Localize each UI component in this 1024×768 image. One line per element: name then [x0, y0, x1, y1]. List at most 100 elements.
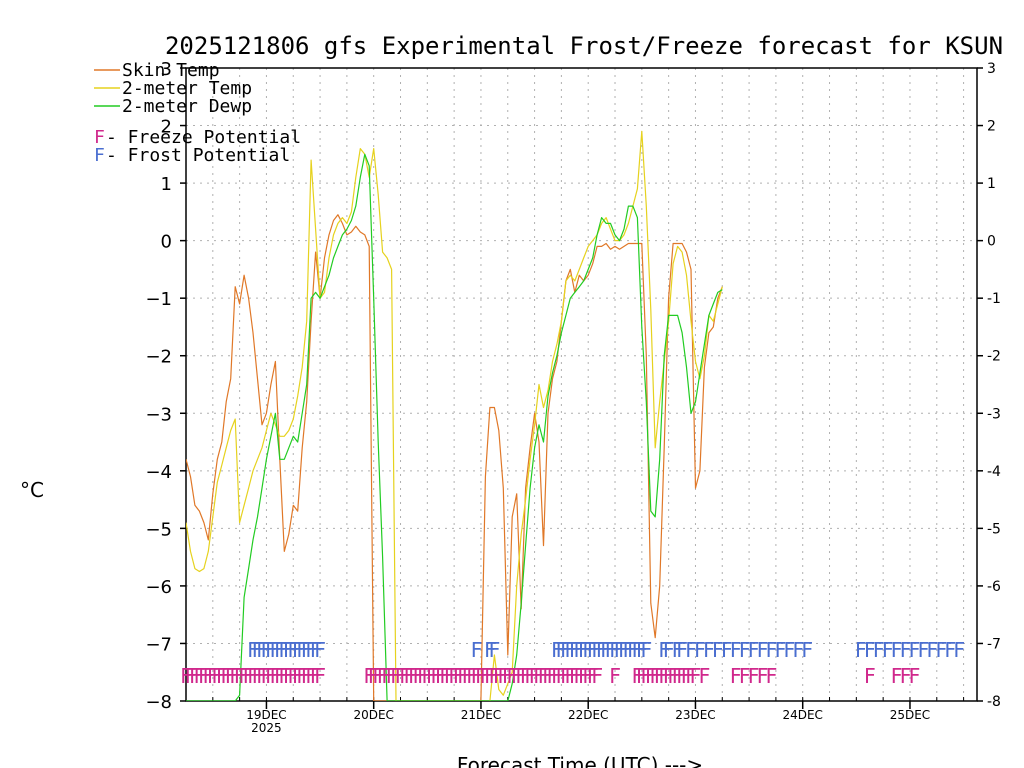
freeze-marker: F — [672, 664, 684, 688]
y-tick-label-left: −8 — [145, 692, 172, 713]
frost-marker: F — [578, 638, 590, 662]
freeze-marker: F — [412, 664, 424, 688]
freeze-marker: F — [685, 664, 697, 688]
frost-marker: F — [935, 638, 947, 662]
freeze-marker: F — [269, 664, 281, 688]
freeze-marker: F — [654, 664, 666, 688]
frost-marker: F — [470, 638, 482, 662]
freeze-marker: F — [225, 664, 237, 688]
freeze-marker: F — [564, 664, 576, 688]
freeze-marker: F — [193, 664, 205, 688]
x-tick-label: 21DEC — [461, 708, 501, 722]
y-tick-label-right: 3 — [987, 61, 996, 77]
y-tick-label-left: −1 — [145, 289, 172, 310]
frost-marker: F — [783, 638, 795, 662]
frost-marker: F — [855, 638, 867, 662]
frost-marker: F — [260, 638, 272, 662]
freeze-marker: F — [756, 664, 768, 688]
legend-symbol: F — [94, 127, 105, 148]
y-tick-label-left: −4 — [145, 462, 172, 483]
freeze-marker: F — [488, 664, 500, 688]
freeze-marker: F — [439, 664, 451, 688]
freeze-marker: F — [202, 664, 214, 688]
freeze-marker: F — [658, 664, 670, 688]
frost-marker: F — [801, 638, 813, 662]
freeze-marker: F — [475, 664, 487, 688]
freeze-marker: F — [453, 664, 465, 688]
freeze-marker: F — [649, 664, 661, 688]
x-axis-label: Forecast Time (UTC) ---> — [457, 753, 703, 768]
freeze-marker: F — [301, 664, 313, 688]
freeze-marker: F — [663, 664, 675, 688]
frost-marker: F — [310, 638, 322, 662]
frost-marker: F — [721, 638, 733, 662]
freeze-marker: F — [462, 664, 474, 688]
freeze-marker: F — [180, 664, 192, 688]
freeze-marker: F — [305, 664, 317, 688]
frost-marker: F — [748, 638, 760, 662]
freeze-marker: F — [582, 664, 594, 688]
chart-title: 2025121806 gfs Experimental Frost/Freeze… — [165, 32, 1003, 60]
freeze-marker: F — [444, 664, 456, 688]
freeze-marker: F — [899, 664, 911, 688]
freeze-marker: F — [609, 664, 621, 688]
freeze-marker: F — [287, 664, 299, 688]
legend-label: Skin Temp — [122, 60, 220, 81]
freeze-marker: F — [292, 664, 304, 688]
y-tick-label-left: 1 — [161, 174, 172, 195]
freeze-marker: F — [667, 664, 679, 688]
legend-label: - Freeze Potential — [106, 127, 301, 148]
y-tick-label-left: 2 — [161, 117, 172, 138]
freeze-marker: F — [511, 664, 523, 688]
freeze-marker: F — [211, 664, 223, 688]
frost-marker: F — [658, 638, 670, 662]
frost-marker: F — [676, 638, 688, 662]
frost-marker: F — [251, 638, 263, 662]
legend-label: 2-meter Dewp — [122, 96, 252, 117]
y-axis-label: °C — [20, 478, 44, 502]
freeze-marker: F — [403, 664, 415, 688]
freeze-marker: F — [520, 664, 532, 688]
frost-marker: F — [582, 638, 594, 662]
freeze-marker: F — [578, 664, 590, 688]
freeze-marker: F — [515, 664, 527, 688]
frost-marker: F — [636, 638, 648, 662]
y-tick-label-right: -5 — [987, 521, 1001, 537]
freeze-marker: F — [386, 664, 398, 688]
frost-marker: F — [591, 638, 603, 662]
y-tick-label-right: 0 — [987, 234, 996, 250]
frost-marker: F — [672, 638, 684, 662]
freeze-marker: F — [591, 664, 603, 688]
freeze-marker: F — [457, 664, 469, 688]
freeze-marker: F — [372, 664, 384, 688]
series-lines — [186, 130, 723, 701]
freeze-marker: F — [265, 664, 277, 688]
freeze-marker: F — [430, 664, 442, 688]
frost-marker: F — [555, 638, 567, 662]
y-tick-label-right: 1 — [987, 176, 996, 192]
freeze-marker: F — [466, 664, 478, 688]
frost-marker: F — [774, 638, 786, 662]
freeze-marker: F — [645, 664, 657, 688]
frost-marker: F — [703, 638, 715, 662]
freeze-marker: F — [529, 664, 541, 688]
freeze-marker: F — [470, 664, 482, 688]
frost-marker: F — [882, 638, 894, 662]
freeze-marker: F — [636, 664, 648, 688]
freeze-marker: F — [251, 664, 263, 688]
legend-label: 2-meter Temp — [122, 78, 252, 99]
y-tick-label-right: -2 — [987, 349, 1001, 365]
frost-marker: F — [274, 638, 286, 662]
frost-marker: F — [730, 638, 742, 662]
freeze-marker: F — [243, 664, 255, 688]
freeze-marker: F — [493, 664, 505, 688]
frost-marker: F — [265, 638, 277, 662]
freeze-marker: F — [506, 664, 518, 688]
freeze-marker: F — [399, 664, 411, 688]
freeze-marker: F — [377, 664, 389, 688]
freeze-marker: F — [363, 664, 375, 688]
frost-marker: F — [926, 638, 938, 662]
freeze-marker: F — [739, 664, 751, 688]
frost-marker: F — [792, 638, 804, 662]
